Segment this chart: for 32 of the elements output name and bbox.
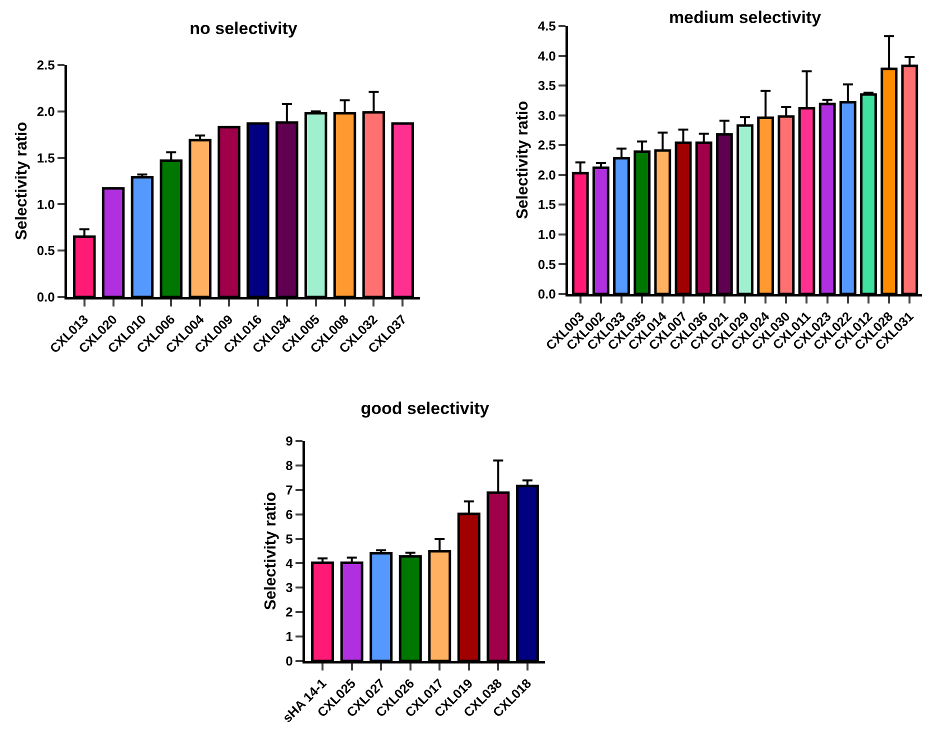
y-tick-label: 1.0 (36, 196, 55, 212)
y-tick-label: 2.0 (538, 167, 556, 182)
y-tick-label: 2.0 (36, 104, 55, 119)
y-tick-label: 1.5 (538, 197, 556, 212)
y-tick-label: 9 (286, 434, 293, 449)
y-tick-label: 1.0 (538, 226, 556, 242)
y-axis-title: Selectivity ratio (514, 100, 532, 220)
chart-title: medium selectivity (668, 8, 822, 27)
y-tick-label: 4.5 (538, 18, 556, 34)
y-tick-label: 3 (286, 580, 293, 596)
y-tick-label: 7 (286, 482, 293, 498)
y-tick-label: 0.5 (36, 243, 55, 258)
y-tick-label: 2.5 (538, 138, 556, 153)
chart-title: no selectivity (190, 18, 298, 38)
y-tick-label: 3.5 (538, 78, 556, 94)
chart-title: good selectivity (360, 398, 490, 418)
y-tick-label: 1.5 (36, 150, 55, 166)
y-tick-label: 5 (286, 531, 293, 546)
y-tick-label: 2.5 (36, 58, 55, 73)
y-tick-label: 2 (286, 604, 293, 620)
y-tick-label: 0.0 (36, 290, 55, 305)
y-axis-title: Selectivity ratio (262, 492, 280, 610)
y-tick-label: 1 (286, 629, 293, 644)
y-tick-label: 0.5 (538, 256, 556, 272)
y-tick-label: 8 (286, 458, 293, 473)
y-axis-title: Selectivity ratio (13, 122, 30, 240)
y-tick-label: 6 (286, 506, 293, 522)
y-tick-label: 0 (286, 654, 293, 669)
y-tick-label: 4 (286, 556, 294, 571)
y-tick-label: 4.0 (538, 48, 556, 64)
y-tick-label: 0.0 (538, 286, 556, 302)
y-tick-label: 3.0 (538, 108, 556, 123)
